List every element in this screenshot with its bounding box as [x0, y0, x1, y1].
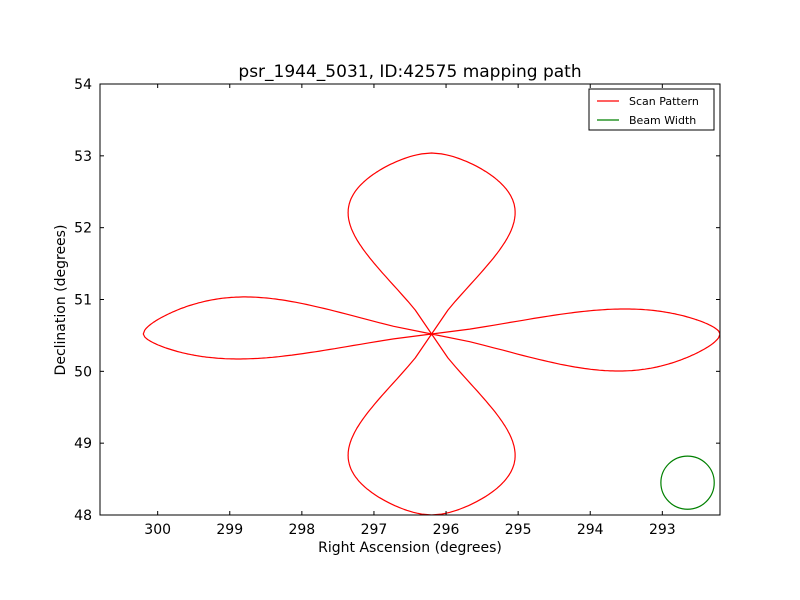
axis-ticks: 300 299 298 297 296 295 294 293 48 49 50 51 52 53 54	[74, 77, 720, 538]
legend-label: Scan Pattern	[629, 95, 699, 108]
y-tick-label: 50	[74, 364, 92, 380]
x-tick-label: 298	[288, 522, 315, 538]
y-tick-label: 54	[74, 77, 92, 93]
x-tick-label: 300	[144, 522, 171, 538]
y-tick-label: 52	[74, 221, 92, 237]
x-tick-label: 294	[577, 522, 604, 538]
y-tick-label: 53	[74, 149, 92, 165]
y-tick-label: 49	[74, 436, 92, 452]
y-tick-label: 51	[74, 293, 92, 309]
plot-series	[142, 152, 720, 515]
x-tick-label: 295	[505, 522, 532, 538]
legend: Scan Pattern Beam Width	[588, 88, 715, 131]
x-tick-label: 299	[216, 522, 243, 538]
y-tick-label: 48	[74, 508, 92, 524]
x-tick-label: 297	[361, 522, 388, 538]
x-tick-label: 296	[433, 522, 460, 538]
y-axis-title: Declination (degrees)	[53, 225, 69, 376]
scan-pattern-line	[142, 152, 720, 515]
x-tick-label: 293	[649, 522, 676, 538]
legend-box	[588, 88, 715, 131]
beam-width-circle	[660, 455, 715, 510]
chart-title: psr_1944_5031, ID:42575 mapping path	[238, 62, 581, 82]
x-axis-title: Right Ascension (degrees)	[318, 540, 502, 556]
legend-label: Beam Width	[629, 114, 696, 127]
